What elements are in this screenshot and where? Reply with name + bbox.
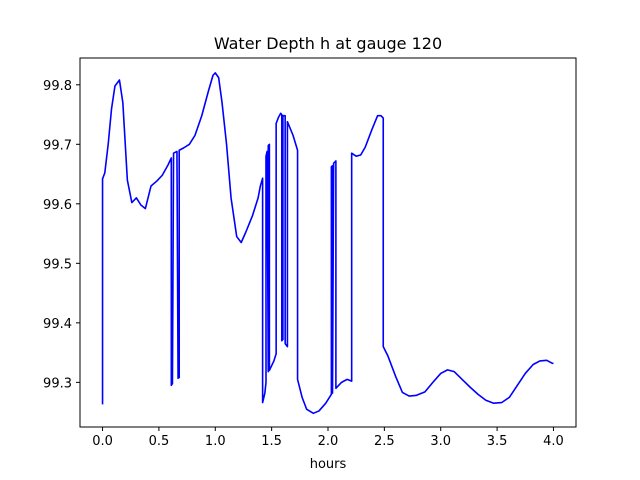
plot-frame xyxy=(79,57,577,428)
x-tick-label: 2.0 xyxy=(318,434,339,449)
x-tick-label: 4.0 xyxy=(543,434,564,449)
y-tick-label: 99.6 xyxy=(43,198,72,213)
x-tick-label: 0.5 xyxy=(149,434,170,449)
y-tick-label: 99.8 xyxy=(43,79,72,94)
x-tick-label: 3.5 xyxy=(487,434,508,449)
x-axis: 0.0 0.5 1.0 1.5 2.0 2.5 3.0 3.5 4.0 xyxy=(92,427,564,449)
x-tick-label: 2.5 xyxy=(374,434,395,449)
plot-area xyxy=(79,57,577,428)
y-tick-label: 99.5 xyxy=(43,257,72,272)
x-tick-label: 0.0 xyxy=(92,434,113,449)
y-tick-label: 99.7 xyxy=(43,138,72,153)
y-tick-label: 99.3 xyxy=(43,376,72,391)
x-tick-label: 1.0 xyxy=(205,434,226,449)
x-tick-label: 1.5 xyxy=(261,434,282,449)
x-axis-label: hours xyxy=(310,457,347,472)
x-tick-label: 3.0 xyxy=(430,434,451,449)
y-tick-label: 99.4 xyxy=(43,317,72,332)
series-layer xyxy=(101,72,554,415)
y-axis: 99.3 99.4 99.5 99.6 99.7 99.8 xyxy=(43,79,80,391)
series-line xyxy=(101,72,554,415)
chart-title: Water Depth h at gauge 120 xyxy=(214,34,442,53)
